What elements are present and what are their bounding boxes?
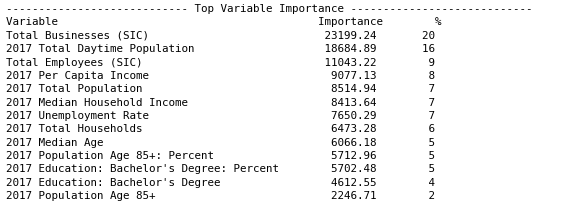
Text: 2017 Per Capita Income                            9077.13        8: 2017 Per Capita Income 9077.13 8 xyxy=(6,71,434,81)
Text: 2017 Education: Bachelor's Degree: Percent        5702.48        5: 2017 Education: Bachelor's Degree: Perce… xyxy=(6,164,434,174)
Text: Total Employees (SIC)                            11043.22        9: Total Employees (SIC) 11043.22 9 xyxy=(6,57,434,67)
Text: 2017 Median Age                                   6066.18        5: 2017 Median Age 6066.18 5 xyxy=(6,137,434,147)
Text: 2017 Total Daytime Population                    18684.89       16: 2017 Total Daytime Population 18684.89 1… xyxy=(6,44,434,54)
Text: 2017 Education: Bachelor's Degree                 4612.55        4: 2017 Education: Bachelor's Degree 4612.5… xyxy=(6,177,434,187)
Text: Total Businesses (SIC)                           23199.24       20: Total Businesses (SIC) 23199.24 20 xyxy=(6,31,434,41)
Text: 2017 Population Age 85+: Percent                  5712.96        5: 2017 Population Age 85+: Percent 5712.96… xyxy=(6,150,434,160)
Text: Variable                                        Importance        %: Variable Importance % xyxy=(6,18,441,27)
Text: ---------------------------- Top Variable Importance ---------------------------: ---------------------------- Top Variabl… xyxy=(6,4,532,14)
Text: 2017 Total Households                             6473.28        6: 2017 Total Households 6473.28 6 xyxy=(6,124,434,134)
Text: 2017 Median Household Income                      8413.64        7: 2017 Median Household Income 8413.64 7 xyxy=(6,97,434,107)
Text: 2017 Total Population                             8514.94        7: 2017 Total Population 8514.94 7 xyxy=(6,84,434,94)
Text: 2017 Unemployment Rate                            7650.29        7: 2017 Unemployment Rate 7650.29 7 xyxy=(6,110,434,120)
Text: 2017 Population Age 85+                           2246.71        2: 2017 Population Age 85+ 2246.71 2 xyxy=(6,190,434,200)
